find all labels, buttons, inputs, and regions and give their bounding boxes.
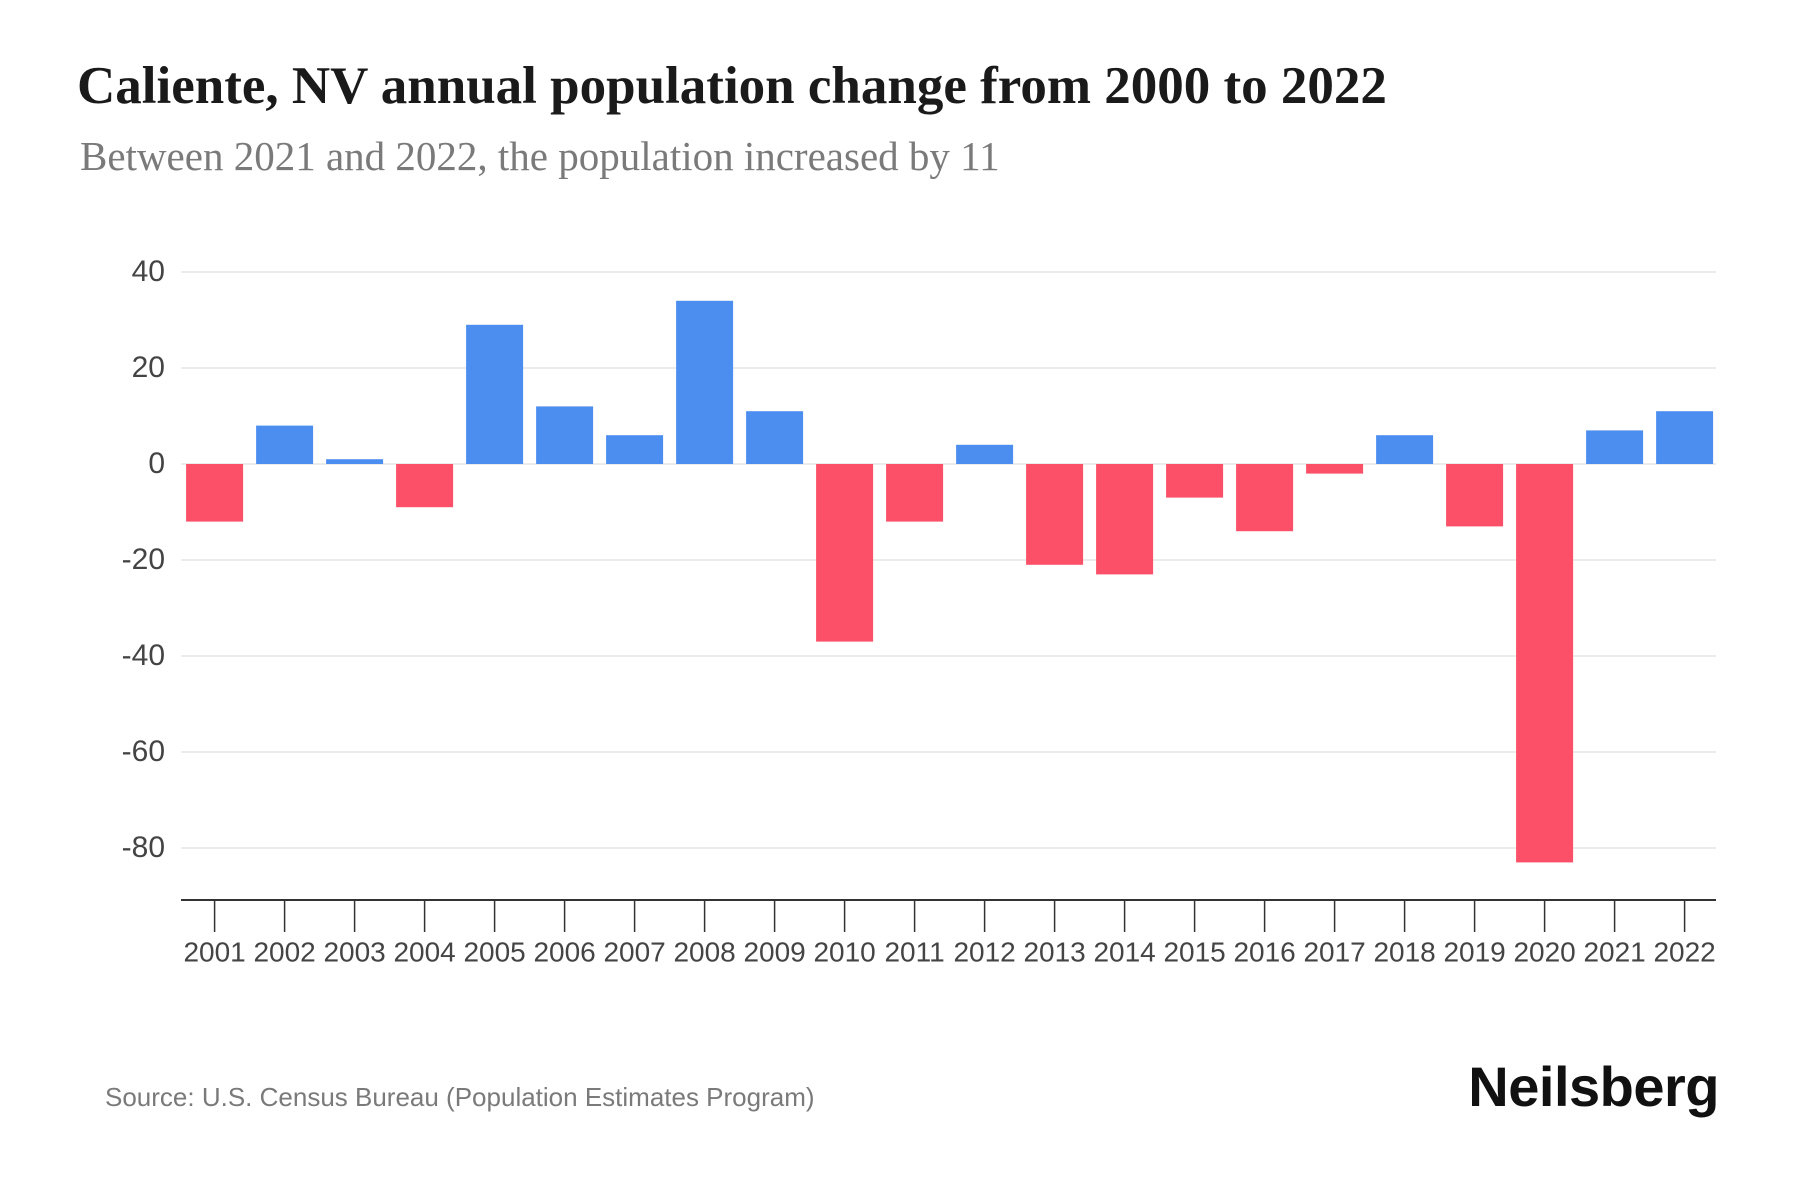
svg-text:2021: 2021: [1583, 936, 1645, 967]
svg-text:2006: 2006: [533, 936, 595, 967]
svg-text:2017: 2017: [1303, 936, 1365, 967]
svg-text:2008: 2008: [673, 936, 735, 967]
svg-text:2002: 2002: [253, 936, 315, 967]
svg-text:40: 40: [132, 255, 165, 288]
svg-text:2019: 2019: [1443, 936, 1505, 967]
svg-text:-20: -20: [122, 543, 165, 576]
svg-text:2010: 2010: [813, 936, 875, 967]
svg-text:20: 20: [132, 351, 165, 384]
svg-text:2012: 2012: [953, 936, 1015, 967]
svg-text:0: 0: [148, 447, 165, 480]
svg-text:2022: 2022: [1653, 936, 1715, 967]
svg-text:2013: 2013: [1023, 936, 1085, 967]
svg-text:2020: 2020: [1513, 936, 1575, 967]
svg-text:2005: 2005: [463, 936, 525, 967]
svg-text:2018: 2018: [1373, 936, 1435, 967]
svg-text:-40: -40: [122, 639, 165, 672]
svg-text:2003: 2003: [323, 936, 385, 967]
svg-text:2004: 2004: [393, 936, 455, 967]
svg-text:2015: 2015: [1163, 936, 1225, 967]
svg-text:-60: -60: [122, 735, 165, 768]
svg-text:2011: 2011: [884, 936, 944, 967]
svg-text:2009: 2009: [743, 936, 805, 967]
svg-text:2016: 2016: [1233, 936, 1295, 967]
svg-text:2007: 2007: [603, 936, 665, 967]
svg-text:2014: 2014: [1093, 936, 1155, 967]
svg-text:-80: -80: [122, 831, 165, 864]
svg-text:2001: 2001: [183, 936, 245, 967]
